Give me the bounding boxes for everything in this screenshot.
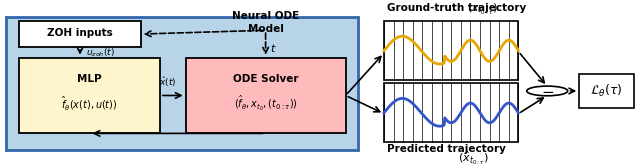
FancyBboxPatch shape <box>19 21 141 47</box>
Text: Neural ODE: Neural ODE <box>232 11 300 20</box>
FancyBboxPatch shape <box>19 58 160 133</box>
Text: ZOH inputs: ZOH inputs <box>47 28 113 38</box>
Text: $-$: $-$ <box>541 83 554 98</box>
Text: Model: Model <box>248 24 284 34</box>
Text: Ground-truth trajectory: Ground-truth trajectory <box>387 3 527 13</box>
Text: $\hat{f}_{\theta}(x(t),u(t))$: $\hat{f}_{\theta}(x(t),u(t))$ <box>61 94 118 112</box>
Text: $\hat{x}(t)$: $\hat{x}(t)$ <box>159 75 177 89</box>
Text: ODE Solver: ODE Solver <box>233 74 298 84</box>
Text: Predicted trajectory: Predicted trajectory <box>387 144 506 154</box>
FancyBboxPatch shape <box>186 58 346 133</box>
Text: $u_{zoh}(t)$: $u_{zoh}(t)$ <box>86 46 115 58</box>
Circle shape <box>527 86 568 96</box>
FancyBboxPatch shape <box>384 83 518 142</box>
FancyBboxPatch shape <box>6 17 358 150</box>
Text: $\mathcal{L}_{\theta}(\tau)$: $\mathcal{L}_{\theta}(\tau)$ <box>590 83 623 99</box>
Text: $(\hat{f}_{\theta}, x_{t_0}, (t_{0:\tau}))$: $(\hat{f}_{\theta}, x_{t_0}, (t_{0:\tau}… <box>234 93 298 113</box>
Text: $(x_{t_{0:\tau}})$: $(x_{t_{0:\tau}})$ <box>467 2 498 17</box>
FancyBboxPatch shape <box>579 74 634 108</box>
Text: $t$: $t$ <box>270 43 276 54</box>
Text: $(\hat{x}_{t_{0:\tau}})$: $(\hat{x}_{t_{0:\tau}})$ <box>458 149 488 167</box>
FancyBboxPatch shape <box>384 21 518 80</box>
Text: MLP: MLP <box>77 74 102 84</box>
